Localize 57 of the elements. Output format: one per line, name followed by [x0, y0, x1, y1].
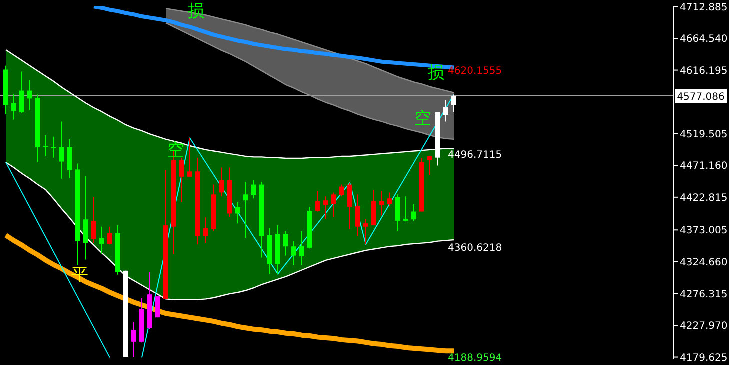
candlestick [452, 94, 456, 113]
candlestick [52, 136, 56, 158]
candlestick [284, 230, 288, 256]
y-tick-label: 4179.625 [680, 352, 728, 364]
y-tick-label: 4664.540 [680, 34, 728, 46]
candlestick [28, 80, 32, 112]
y-tick-label: 4373.005 [680, 226, 728, 237]
y-tick-label: 4616.195 [680, 66, 728, 77]
candlestick [412, 204, 416, 222]
candlestick [20, 71, 24, 114]
candlestick [100, 226, 104, 255]
candlestick [332, 192, 336, 218]
candlestick [68, 138, 72, 179]
candlestick [132, 322, 136, 358]
ref-line-label: 4577.086 [677, 92, 725, 103]
y-tick-label: 4519.505 [680, 129, 728, 140]
annotation: 损 [188, 2, 204, 22]
annotation: 损 [428, 63, 444, 83]
annotation: 空 [414, 109, 432, 129]
y-tick-label: 4422.815 [680, 192, 728, 204]
candlestick [12, 94, 16, 120]
candlestick [60, 121, 64, 180]
candlestick [428, 155, 432, 176]
candlestick [92, 196, 96, 244]
candlestick [356, 194, 360, 237]
candlestick [404, 196, 408, 222]
y-tick-label: 4276.315 [680, 289, 728, 300]
candlestick [252, 180, 256, 200]
candlestick [396, 194, 400, 232]
annotation: 空 [168, 140, 184, 160]
candlestick [324, 196, 328, 220]
annotation: 4620.1555 [448, 66, 502, 77]
annotation: 4496.7115 [448, 150, 502, 161]
candlestick [348, 182, 352, 230]
candlestick [292, 240, 296, 266]
candlestick [316, 190, 320, 212]
candlestick [44, 135, 48, 158]
y-tick-label: 4227.970 [680, 321, 728, 332]
y-tick-label: 4712.885 [680, 2, 728, 14]
candlestick [388, 192, 392, 207]
candlestick [244, 182, 248, 239]
candlestick [180, 157, 184, 204]
candlestick [364, 218, 368, 246]
annotation: 4188.9594 [448, 353, 502, 364]
candlestick [108, 226, 112, 246]
annotation: 4360.6218 [448, 243, 502, 254]
candlestick [204, 217, 208, 244]
candlestick [236, 202, 240, 224]
candlestick [444, 100, 448, 122]
y-tick-label: 4471.160 [680, 161, 728, 172]
candlestick [188, 138, 192, 178]
candlestick [300, 230, 304, 266]
candlestick [380, 190, 384, 216]
candlestick [220, 167, 224, 198]
candlestick [84, 176, 88, 260]
y-tick-label: 4324.660 [680, 257, 728, 268]
candlestick [340, 184, 344, 198]
